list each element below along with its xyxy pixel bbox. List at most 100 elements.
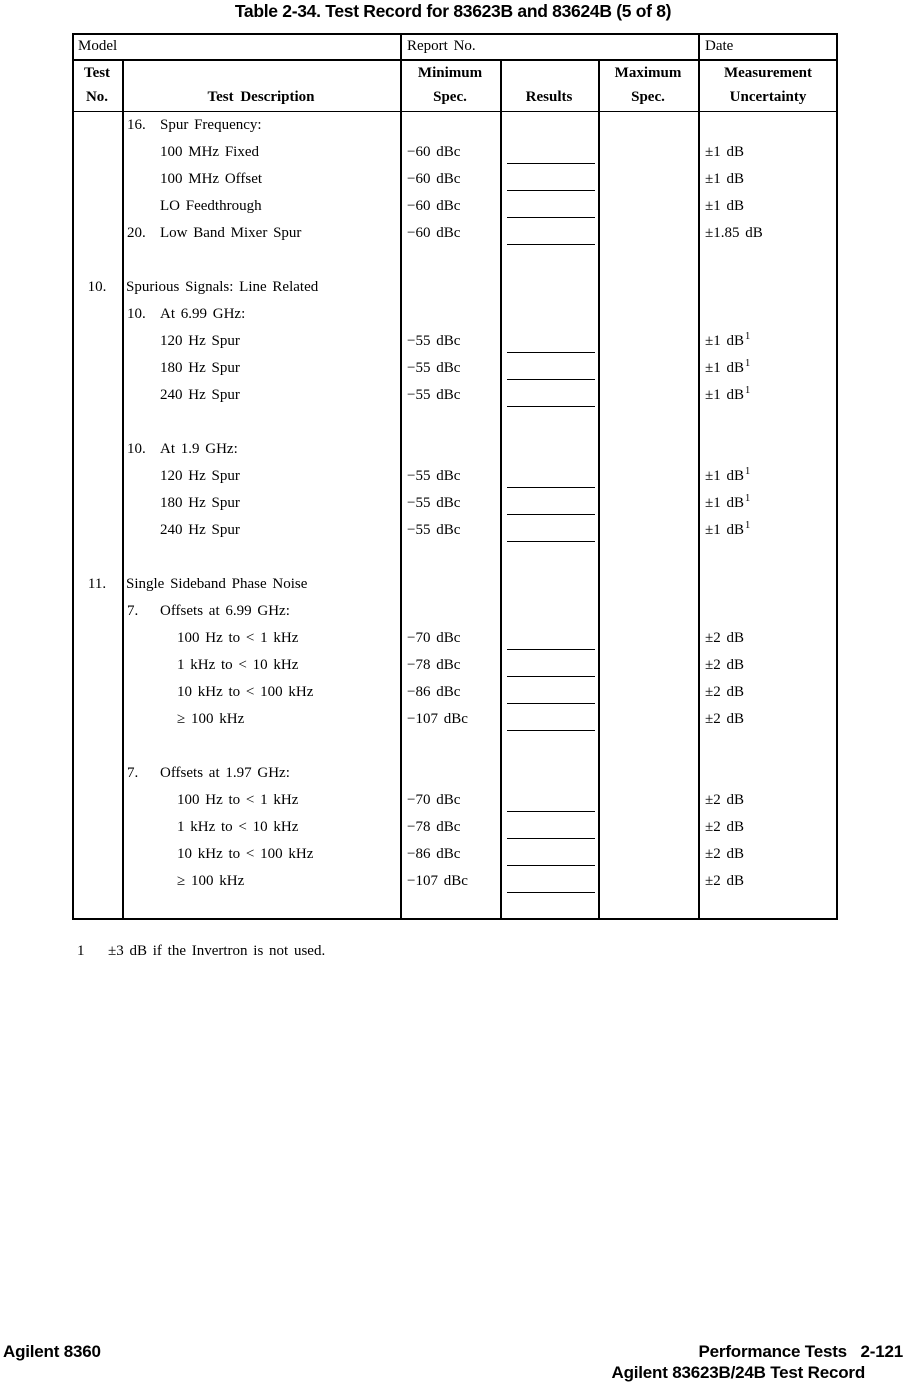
table-row: 240 Hz Spur −55 dBc ±1 dB 1: [72, 382, 838, 409]
table-row: 100 MHz Offset −60 dBc ±1 dB: [72, 166, 838, 193]
footnote-ref: 1: [745, 357, 751, 369]
header-minimum-line1: Minimum: [417, 65, 483, 82]
minimum-spec-cell: −55 dBc: [407, 387, 461, 403]
test-description-cell: Single Sideband Phase Noise: [122, 571, 404, 598]
uncertainty-value: ±2 dB: [705, 873, 744, 889]
uncertainty-cell: ±1 dB 1: [698, 328, 836, 355]
minimum-spec-cell: −55 dBc: [407, 360, 461, 376]
item-text: 100 Hz to < 1 kHz: [177, 630, 299, 646]
uncertainty-cell: ±1 dB 1: [698, 517, 836, 544]
results-blank-line: [507, 649, 595, 650]
header-maximum-line2: Spec.: [631, 88, 665, 105]
item-text: At 6.99 GHz:: [160, 306, 246, 322]
table-row: ≥ 100 kHz −107 dBc ±2 dB: [72, 868, 838, 895]
results-blank-line: [507, 163, 595, 164]
uncertainty-value: ±1 dB: [705, 171, 744, 187]
results-cell: [500, 814, 598, 841]
item-number: 16.: [127, 117, 146, 133]
results-blank-line: [507, 892, 595, 893]
results-blank-line: [507, 352, 595, 353]
uncertainty-value: ±1 dB: [705, 144, 744, 160]
item-number: 10.: [127, 441, 146, 457]
minimum-spec-cell: −60 dBc: [407, 144, 461, 160]
results-blank-line: [507, 217, 595, 218]
item-text: 240 Hz Spur: [160, 387, 240, 403]
footnote-marker: 1: [77, 943, 85, 959]
minimum-spec-cell: −60 dBc: [407, 171, 461, 187]
item-number: 7.: [127, 765, 139, 781]
minimum-spec-cell: −55 dBc: [407, 495, 461, 511]
header-row-separator: [72, 110, 838, 113]
test-description-cell: 180 Hz Spur: [122, 355, 438, 382]
table-border-left: [72, 33, 74, 920]
table-border-bottom: [72, 918, 838, 920]
table-row: 10. Spurious Signals: Line Related: [72, 274, 838, 301]
test-number-cell: 10.: [87, 279, 107, 295]
item-text: 180 Hz Spur: [160, 495, 240, 511]
uncertainty-cell: ±2 dB: [698, 787, 836, 814]
item-text: 1 kHz to < 10 kHz: [177, 657, 299, 673]
table-row: 100 Hz to < 1 kHz −70 dBc ±2 dB: [72, 625, 838, 652]
uncertainty-cell: ±1 dB: [698, 139, 836, 166]
results-blank-line: [507, 406, 595, 407]
header-uncertainty-line1: Measurement: [723, 65, 813, 82]
results-cell: [500, 193, 598, 220]
results-cell: [500, 463, 598, 490]
table-row: 120 Hz Spur −55 dBc ±1 dB 1: [72, 328, 838, 355]
uncertainty-value: ±1 dB: [705, 360, 744, 376]
item-text: ≥ 100 kHz: [177, 711, 245, 727]
item-text: 240 Hz Spur: [160, 522, 240, 538]
table-row: 240 Hz Spur −55 dBc ±1 dB 1: [72, 517, 838, 544]
uncertainty-value: ±2 dB: [705, 630, 744, 646]
item-text: LO Feedthrough: [160, 198, 262, 214]
item-text: Offsets at 6.99 GHz:: [160, 603, 290, 619]
test-description-cell: 120 Hz Spur: [122, 328, 438, 355]
table-row-blank: [72, 544, 838, 571]
item-text: Single Sideband Phase Noise: [126, 576, 308, 592]
minimum-spec-cell: −55 dBc: [407, 333, 461, 349]
item-text: 120 Hz Spur: [160, 468, 240, 484]
minimum-spec-cell: −86 dBc: [407, 846, 461, 862]
table-body-rows: 16. Spur Frequency: 100 MHz Fixed −60 dBc ±1…: [72, 112, 838, 895]
header-maximum-line1: Maximum: [614, 65, 682, 82]
uncertainty-cell: ±1 dB 1: [698, 355, 836, 382]
item-text: 1 kHz to < 10 kHz: [177, 819, 299, 835]
results-cell: [500, 841, 598, 868]
results-cell: [500, 490, 598, 517]
test-number-cell: 11.: [87, 576, 107, 592]
table-row-blank: [72, 733, 838, 760]
item-text: 180 Hz Spur: [160, 360, 240, 376]
test-description-cell: 100 MHz Offset: [122, 166, 438, 193]
results-blank-line: [507, 514, 595, 515]
uncertainty-value: ±1 dB: [705, 468, 744, 484]
uncertainty-cell: ±1 dB 1: [698, 490, 836, 517]
results-blank-line: [507, 244, 595, 245]
table-row: 10. At 6.99 GHz:: [72, 301, 838, 328]
test-record-table: Model Report No. Date Test No. Test Desc…: [72, 33, 838, 920]
item-text: At 1.9 GHz:: [160, 441, 238, 457]
table-row: 20. Low Band Mixer Spur −60 dBc ±1.85 dB: [72, 220, 838, 247]
header-test-no: Test No.: [72, 59, 122, 112]
footnote-ref: 1: [745, 519, 751, 531]
minimum-spec-cell: −70 dBc: [407, 630, 461, 646]
table-row: 10 kHz to < 100 kHz −86 dBc ±2 dB: [72, 679, 838, 706]
date-label: Date: [705, 38, 734, 54]
results-blank-line: [507, 865, 595, 866]
uncertainty-value: ±2 dB: [705, 792, 744, 808]
table-row: 10. At 1.9 GHz:: [72, 436, 838, 463]
results-blank-line: [507, 838, 595, 839]
footnote-ref: 1: [745, 330, 751, 342]
results-blank-line: [507, 676, 595, 677]
table-title: Table 2-34. Test Record for 83623B and 8…: [234, 1, 672, 21]
item-text: 120 Hz Spur: [160, 333, 240, 349]
uncertainty-value: ±2 dB: [705, 684, 744, 700]
col-divider-results: [500, 59, 502, 920]
test-description-cell: 240 Hz Spur: [122, 517, 438, 544]
test-description-cell: ≥ 100 kHz: [122, 868, 455, 895]
col-divider-uncertainty: [698, 33, 700, 920]
results-cell: [500, 328, 598, 355]
table-row: 7. Offsets at 6.99 GHz:: [72, 598, 838, 625]
table-row: 180 Hz Spur −55 dBc ±1 dB 1: [72, 355, 838, 382]
col-divider-maximum: [598, 59, 600, 920]
table-border-top: [72, 33, 838, 35]
